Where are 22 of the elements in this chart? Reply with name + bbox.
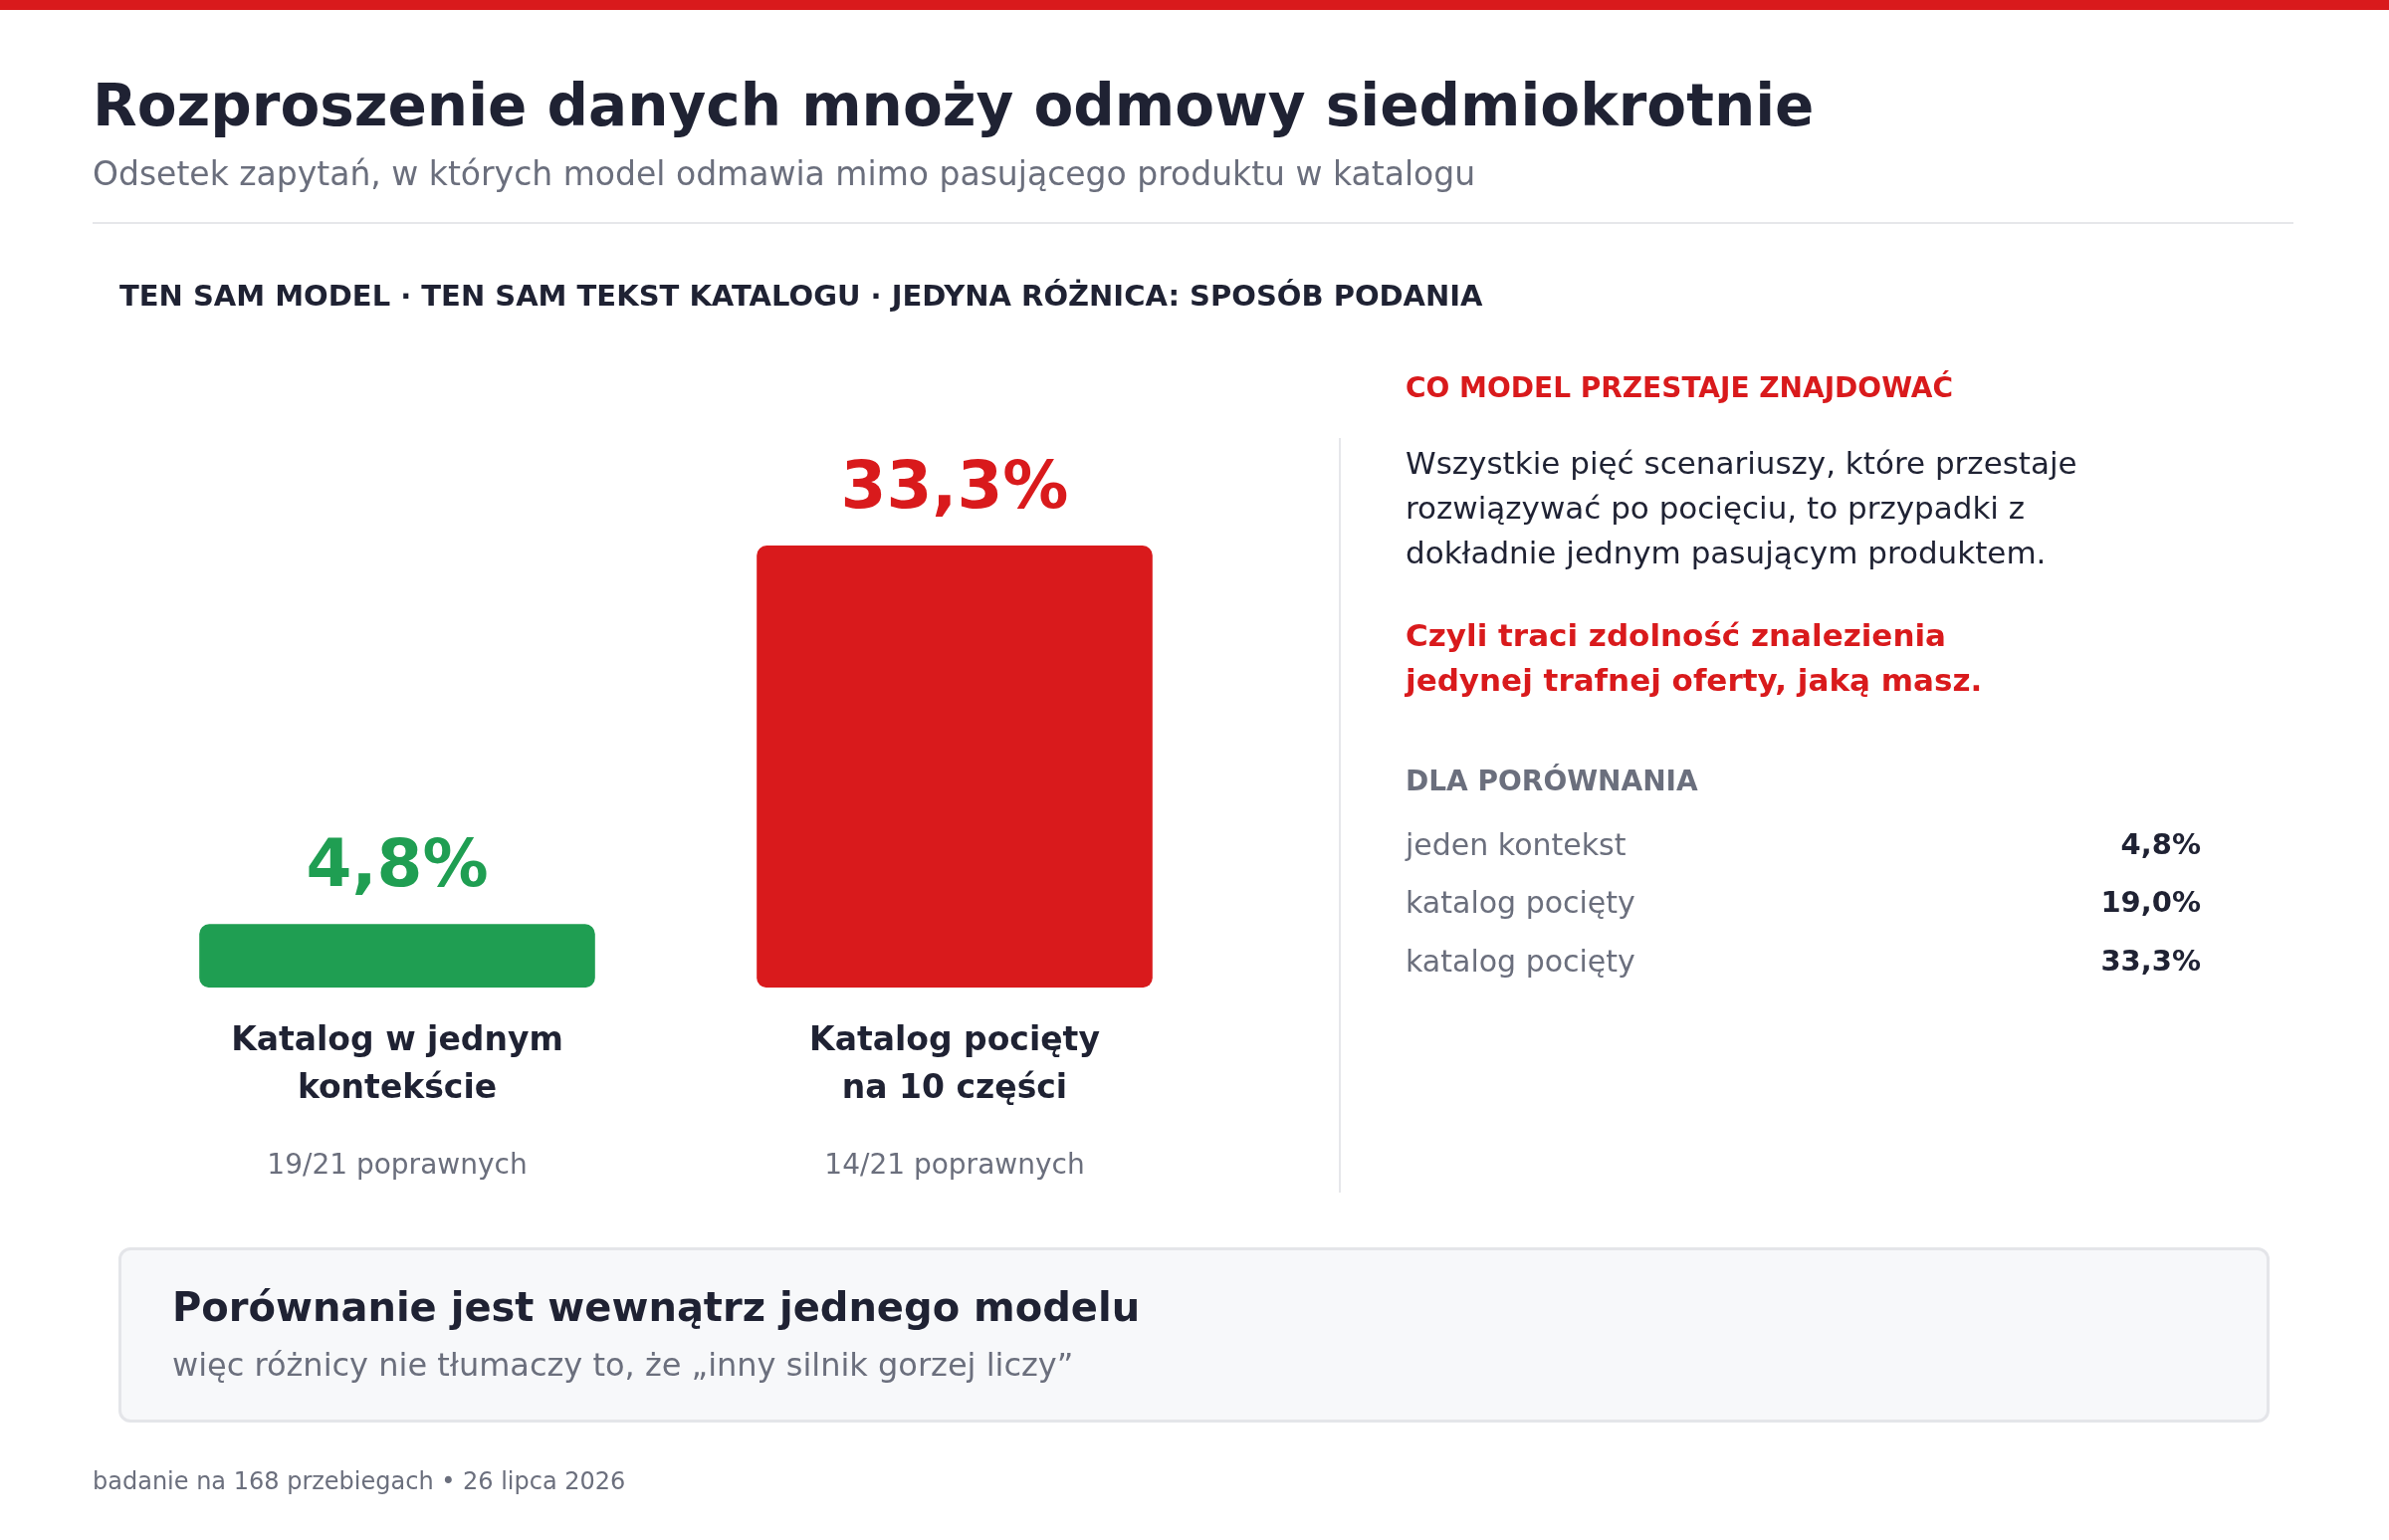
chart-title: Rozproszenie danych mnoży odmowy siedmiokrotnie [93, 72, 1815, 139]
text: katalog pocięty [1406, 944, 1635, 979]
text: Porównanie jest wewnątrz jednego modelu [172, 1284, 1141, 1330]
text: jeden kontekst [1406, 827, 1627, 862]
text: Wszystkie pięć scenariuszy, które przestaje rozwiązywać po pocięciu, to przypadki z dokładnie jednym pasującym produktem. [1406, 444, 2078, 572]
text: katalog pocięty [1406, 885, 1635, 920]
text: Czyli traci zdolność znalezienia jedynej trafnej oferty, jaką masz. [1406, 616, 1984, 700]
data-label: 4,8% [306, 825, 489, 903]
text: 19/21 poprawnych [266, 1148, 529, 1181]
text: 4,8% [2120, 827, 2201, 861]
x-tick-label: Katalog pocięty na 10 części [809, 1018, 1100, 1106]
x-tick-label: Katalog w jednym kontekście [231, 1018, 563, 1106]
text: CO MODEL PRZESTAJE ZNAJDOWAĆ [1406, 371, 1954, 404]
text: TEN SAM MODEL · TEN SAM TEKST KATALOGU · JEDYNA RÓŻNICA: SPOSÓB PODANIA [119, 279, 1483, 313]
text: DLA PORÓWNANIA [1406, 765, 1698, 797]
text: 14/21 poprawnych [823, 1148, 1086, 1181]
data-label: 33,3% [840, 447, 1069, 525]
text: więc różnicy nie tłumaczy to, że „inny silnik gorzej liczy” [172, 1346, 1074, 1384]
text: 33,3% [2100, 944, 2201, 978]
text: 19,0% [2100, 885, 2201, 919]
text: badanie na 168 przebiegach • 26 lipca 2026 [93, 1467, 626, 1495]
chart-subtitle: Odsetek zapytań, w których model odmawia mimo pasującego produktu w katalogu [93, 154, 1476, 193]
